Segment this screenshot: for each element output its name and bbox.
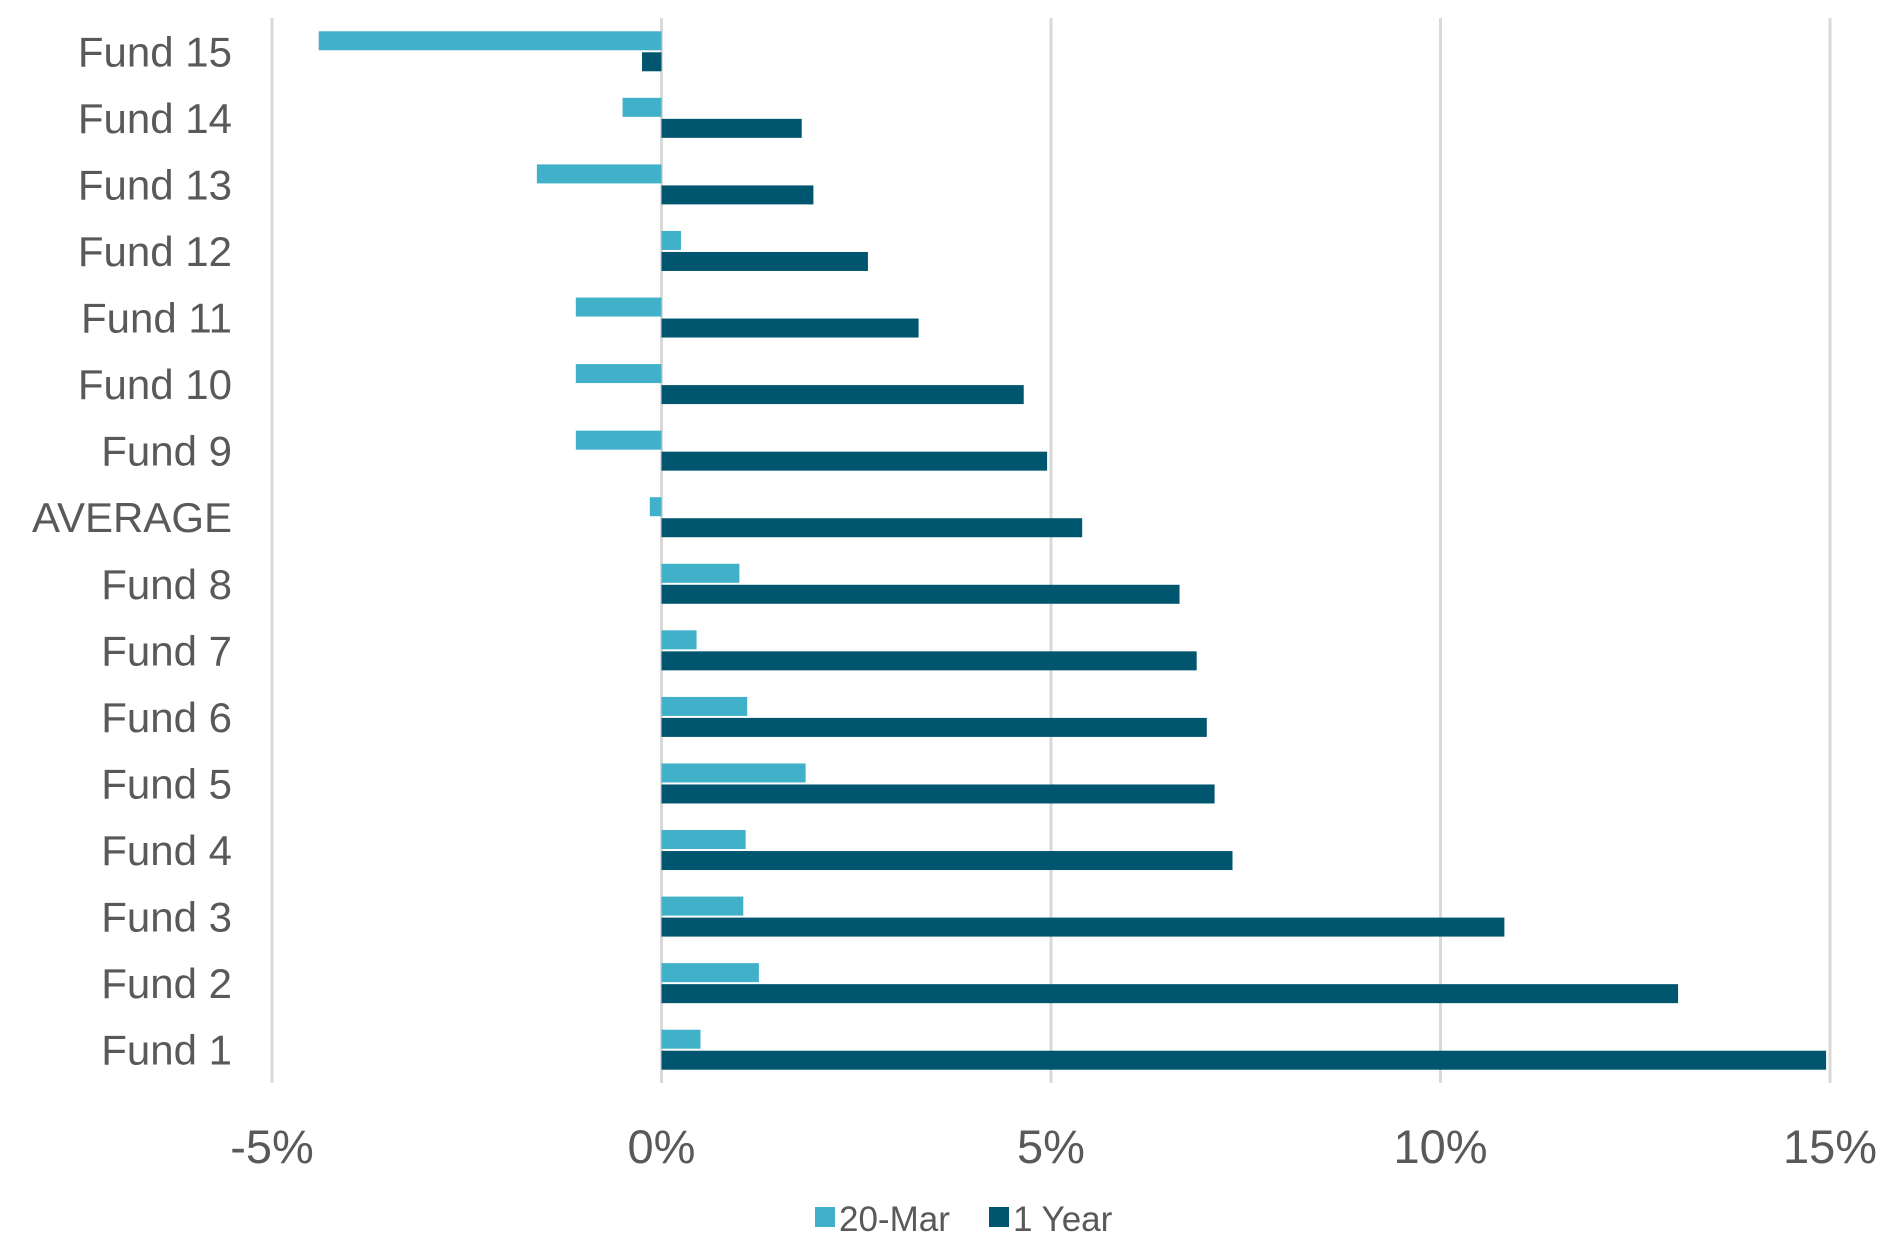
bar-mar20-1	[622, 97, 662, 117]
x-tick-label: 15%	[1783, 1120, 1877, 1173]
bar-1year-4	[661, 318, 919, 338]
bar-1year-7	[661, 518, 1083, 538]
category-label: Fund 12	[78, 228, 232, 275]
x-tick-label: 0%	[628, 1120, 696, 1173]
category-label: Fund 15	[78, 28, 232, 75]
category-label: Fund 1	[101, 1027, 232, 1074]
bar-mar20-9	[661, 630, 697, 650]
bar-1year-12	[661, 851, 1233, 871]
bars	[318, 31, 1827, 1070]
bar-mar20-2	[536, 164, 662, 184]
legend-swatch-1	[989, 1207, 1009, 1227]
bar-mar20-8	[661, 563, 740, 583]
bar-mar20-13	[661, 896, 744, 916]
bar-mar20-10	[661, 696, 748, 716]
category-label: Fund 2	[101, 960, 232, 1007]
category-label: Fund 6	[101, 694, 232, 741]
bar-1year-1	[661, 118, 802, 138]
bar-1year-5	[661, 385, 1024, 405]
bar-1year-11	[661, 784, 1215, 804]
category-label: Fund 7	[101, 627, 232, 674]
bar-1year-10	[661, 717, 1207, 737]
bar-1year-3	[661, 251, 868, 271]
bar-mar20-11	[661, 763, 806, 783]
bar-1year-0	[642, 52, 662, 72]
bar-mar20-14	[661, 963, 759, 983]
bar-mar20-12	[661, 830, 746, 850]
bar-mar20-15	[661, 1029, 701, 1049]
bar-1year-14	[661, 984, 1679, 1004]
x-tick-label: 10%	[1393, 1120, 1487, 1173]
bar-mar20-5	[575, 364, 662, 384]
bar-1year-15	[661, 1050, 1827, 1070]
category-label: Fund 13	[78, 161, 232, 208]
legend-label-1: 1 Year	[1013, 1200, 1113, 1239]
bar-1year-6	[661, 451, 1048, 471]
bar-1year-8	[661, 584, 1180, 604]
category-label: Fund 3	[101, 894, 232, 941]
legend: 20-Mar 1 Year	[815, 1200, 1113, 1239]
bar-1year-9	[661, 651, 1197, 671]
bar-mar20-0	[318, 31, 662, 51]
bar-1year-13	[661, 917, 1505, 937]
x-axis-tick-labels: -5% 0% 5% 10% 15%	[230, 1120, 1877, 1173]
bar-1year-2	[661, 185, 814, 205]
legend-swatch-0	[815, 1207, 835, 1227]
bar-mar20-6	[575, 430, 662, 450]
category-label: Fund 14	[78, 95, 232, 142]
category-label: Fund 4	[101, 827, 232, 874]
category-label: Fund 11	[81, 295, 232, 342]
x-tick-label: 5%	[1017, 1120, 1085, 1173]
category-label: Fund 5	[101, 760, 232, 807]
category-label: Fund 10	[78, 361, 232, 408]
bar-mar20-3	[661, 230, 681, 250]
category-label: AVERAGE	[32, 494, 232, 541]
category-labels: Fund 15 Fund 14 Fund 13 Fund 12 Fund 11 Fund …	[32, 28, 232, 1073]
bar-mar20-7	[649, 497, 662, 517]
legend-label-0: 20-Mar	[839, 1200, 950, 1239]
x-tick-label: -5%	[230, 1120, 314, 1173]
bar-mar20-4	[575, 297, 662, 317]
category-label: Fund 9	[101, 428, 232, 475]
category-label: Fund 8	[101, 561, 232, 608]
